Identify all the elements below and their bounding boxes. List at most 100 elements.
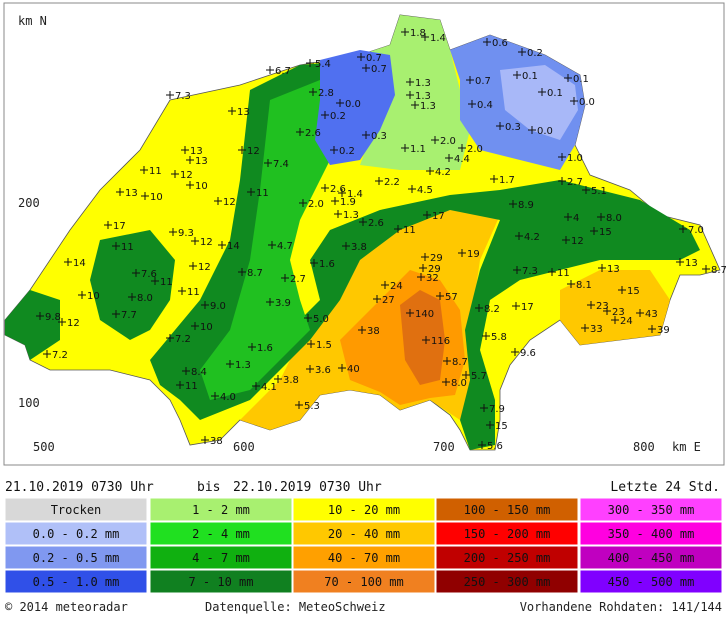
legend-swatch (149, 569, 293, 594)
station-value: 17 (521, 302, 534, 313)
station-marker (189, 262, 197, 270)
legend-label: 200 - 250 mm (464, 551, 551, 565)
station-value: 8.7 (711, 265, 727, 276)
legend-swatch (435, 545, 579, 570)
station-marker (408, 185, 416, 193)
station-value: 0.1 (573, 74, 589, 85)
legend-swatch (579, 545, 723, 570)
station-marker (359, 218, 367, 226)
station-value: 0.3 (505, 122, 521, 133)
station-marker (426, 167, 434, 175)
legend-label: Trocken (51, 503, 102, 517)
station-value: 8.9 (518, 200, 534, 211)
y-tick-label: 200 (18, 196, 40, 210)
station-value: 13 (237, 107, 250, 118)
station-marker (112, 310, 120, 318)
station-marker (191, 237, 199, 245)
station-marker (140, 166, 148, 174)
y-axis-unit: km N (18, 14, 47, 28)
zone-green-light (360, 15, 470, 170)
station-value: 11 (187, 287, 200, 298)
station-marker (442, 378, 450, 386)
station-value: 27 (382, 295, 395, 306)
station-value: 1.6 (319, 259, 335, 270)
station-marker (558, 153, 566, 161)
station-marker (141, 192, 149, 200)
station-marker (78, 291, 86, 299)
legend-swatch (292, 545, 436, 570)
station-value: 0.4 (477, 100, 493, 111)
station-value: 2.8 (318, 88, 334, 99)
station-marker (321, 111, 329, 119)
station-value: 8.2 (484, 304, 500, 315)
station-value: 0.2 (330, 111, 346, 122)
station-value: 23 (596, 301, 609, 312)
station-readings: 1.8 1.4 0.60.20.70.75.46.7 0.1 0.10.10.01.31… (36, 28, 727, 452)
station-marker (228, 107, 236, 115)
zone-green-west (90, 230, 175, 340)
station-value: 1.3 (235, 360, 251, 371)
station-value: 1.3 (420, 101, 436, 112)
station-value: 32 (426, 273, 439, 284)
station-marker (338, 364, 346, 372)
station-marker (295, 401, 303, 409)
station-value: 13 (685, 258, 698, 269)
legend-label: 400 - 450 mm (608, 551, 695, 565)
station-marker (482, 332, 490, 340)
station-value: 2.6 (330, 184, 346, 195)
station-value: 7.4 (273, 159, 289, 170)
legend-label: 450 - 500 mm (608, 575, 695, 589)
legend-label: 0.0 - 0.2 mm (33, 527, 120, 541)
station-value: 3.8 (351, 242, 367, 253)
station-marker (611, 316, 619, 324)
station-value: 9.6 (520, 348, 536, 359)
station-marker (702, 265, 710, 273)
station-marker (211, 392, 219, 400)
station-marker (475, 304, 483, 312)
station-value: 7.2 (175, 334, 191, 345)
station-marker (618, 286, 626, 294)
station-value: 7.9 (489, 404, 505, 415)
station-value: 7.6 (141, 269, 157, 280)
station-value: 140 (415, 309, 434, 320)
station-marker (443, 357, 451, 365)
legend-swatch (435, 569, 579, 594)
station-value: 116 (431, 336, 450, 347)
station-marker (422, 336, 430, 344)
legend-swatch (4, 497, 148, 522)
station-value: 12 (200, 237, 213, 248)
station-marker (296, 128, 304, 136)
station-marker (36, 312, 44, 320)
legend-swatch (435, 497, 579, 522)
station-marker (511, 348, 519, 356)
station-marker (458, 144, 466, 152)
station-marker (421, 253, 429, 261)
station-marker (218, 241, 226, 249)
station-value: 5.1 (591, 186, 607, 197)
station-value: 11 (185, 381, 198, 392)
station-marker (64, 258, 72, 266)
station-marker (304, 314, 312, 322)
zone-blue-north (315, 50, 395, 165)
station-marker (306, 365, 314, 373)
station-value: 1.3 (415, 91, 431, 102)
station-value: 0.7 (475, 76, 491, 87)
station-marker (538, 88, 546, 96)
zone-southeast-orange (560, 270, 670, 345)
station-marker (582, 186, 590, 194)
station-marker (436, 292, 444, 300)
legend-swatch (292, 497, 436, 522)
station-value: 2.0 (440, 136, 456, 147)
station-marker (169, 228, 177, 236)
station-value: 4.2 (435, 167, 451, 178)
x-tick-label: 500 (33, 440, 55, 454)
station-value: 5.4 (315, 59, 331, 70)
station-value: 11 (403, 225, 416, 236)
station-value: 12 (223, 197, 236, 208)
station-marker (564, 213, 572, 221)
legend-swatch (4, 521, 148, 546)
station-value: 12 (180, 170, 193, 181)
station-value: 17 (113, 221, 126, 232)
station-marker (423, 211, 431, 219)
legend-label: 300 - 350 mm (608, 503, 695, 517)
